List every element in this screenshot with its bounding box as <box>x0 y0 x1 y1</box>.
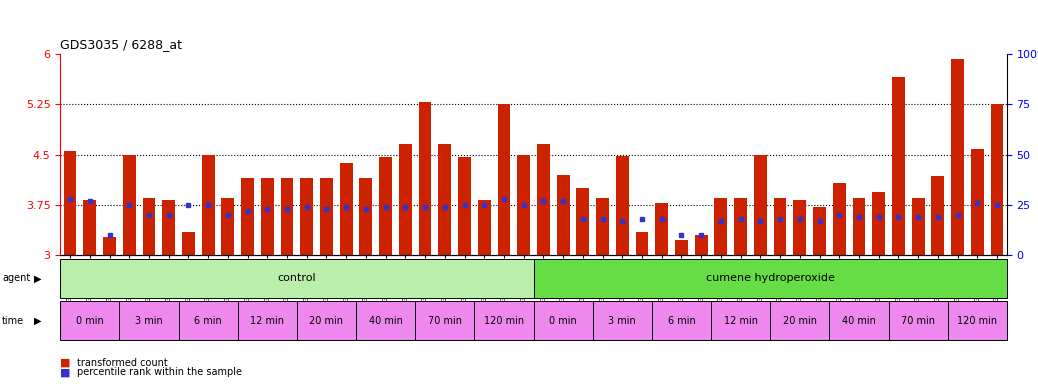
Bar <box>694 235 708 255</box>
Bar <box>892 77 905 255</box>
Bar <box>813 207 826 255</box>
Bar <box>300 178 313 255</box>
Bar <box>537 144 550 255</box>
Text: 40 min: 40 min <box>368 316 403 326</box>
Bar <box>458 157 471 255</box>
Bar <box>889 301 948 340</box>
Text: agent: agent <box>2 273 30 283</box>
Bar <box>971 149 984 255</box>
Text: 70 min: 70 min <box>428 316 462 326</box>
Text: ▶: ▶ <box>34 316 42 326</box>
Bar <box>951 59 964 255</box>
Bar <box>261 178 274 255</box>
Text: 120 min: 120 min <box>484 316 524 326</box>
Bar <box>119 301 179 340</box>
Text: 3 min: 3 min <box>135 316 163 326</box>
Text: 40 min: 40 min <box>842 316 876 326</box>
Text: percentile rank within the sample: percentile rank within the sample <box>77 367 242 377</box>
Bar <box>829 301 889 340</box>
Bar <box>83 200 97 255</box>
Bar <box>655 203 668 255</box>
Bar <box>616 156 629 255</box>
Text: 120 min: 120 min <box>957 316 998 326</box>
Bar <box>339 163 353 255</box>
Bar <box>911 198 925 255</box>
Bar <box>179 301 238 340</box>
Text: 20 min: 20 min <box>309 316 344 326</box>
Bar <box>162 200 175 255</box>
Bar <box>415 301 474 340</box>
Bar <box>359 178 373 255</box>
Bar <box>320 178 333 255</box>
Bar <box>280 178 294 255</box>
Bar <box>793 200 807 255</box>
Bar <box>241 178 254 255</box>
Text: 6 min: 6 min <box>194 316 222 326</box>
Bar <box>474 301 534 340</box>
Bar <box>556 175 570 255</box>
Bar <box>534 259 1007 298</box>
Bar <box>714 198 728 255</box>
Bar <box>103 237 116 255</box>
Bar <box>773 198 787 255</box>
Bar <box>201 155 215 255</box>
Bar <box>63 151 77 255</box>
Bar <box>379 157 392 255</box>
Text: GDS3035 / 6288_at: GDS3035 / 6288_at <box>60 38 183 51</box>
Text: 20 min: 20 min <box>783 316 817 326</box>
Text: time: time <box>2 316 24 326</box>
Text: transformed count: transformed count <box>77 358 167 368</box>
Bar <box>221 198 235 255</box>
Bar <box>477 200 491 255</box>
Bar <box>122 155 136 255</box>
Bar <box>356 301 415 340</box>
Bar <box>297 301 356 340</box>
Bar <box>517 155 530 255</box>
Text: 70 min: 70 min <box>901 316 935 326</box>
Text: 12 min: 12 min <box>250 316 284 326</box>
Bar <box>182 232 195 255</box>
Bar <box>734 198 747 255</box>
Bar <box>770 301 829 340</box>
Bar <box>497 104 511 255</box>
Bar <box>948 301 1007 340</box>
Bar <box>534 301 593 340</box>
Text: cumene hydroperoxide: cumene hydroperoxide <box>706 273 835 283</box>
Bar <box>238 301 297 340</box>
Bar <box>593 301 652 340</box>
Bar <box>832 183 846 255</box>
Bar <box>852 198 866 255</box>
Bar <box>990 104 1004 255</box>
Bar <box>60 301 119 340</box>
Bar <box>438 144 452 255</box>
Bar <box>872 192 885 255</box>
Bar <box>60 259 534 298</box>
Text: ■: ■ <box>60 367 71 377</box>
Text: ■: ■ <box>60 358 71 368</box>
Text: 12 min: 12 min <box>723 316 758 326</box>
Text: control: control <box>277 273 317 283</box>
Text: 0 min: 0 min <box>549 316 577 326</box>
Bar <box>418 102 432 255</box>
Bar <box>652 301 711 340</box>
Text: 0 min: 0 min <box>76 316 104 326</box>
Bar <box>754 155 767 255</box>
Text: 6 min: 6 min <box>667 316 695 326</box>
Bar <box>675 240 688 255</box>
Bar <box>931 176 945 255</box>
Bar <box>711 301 770 340</box>
Bar <box>142 198 156 255</box>
Text: 3 min: 3 min <box>608 316 636 326</box>
Bar <box>596 198 609 255</box>
Bar <box>399 144 412 255</box>
Text: ▶: ▶ <box>34 273 42 283</box>
Bar <box>576 188 590 255</box>
Bar <box>635 232 649 255</box>
